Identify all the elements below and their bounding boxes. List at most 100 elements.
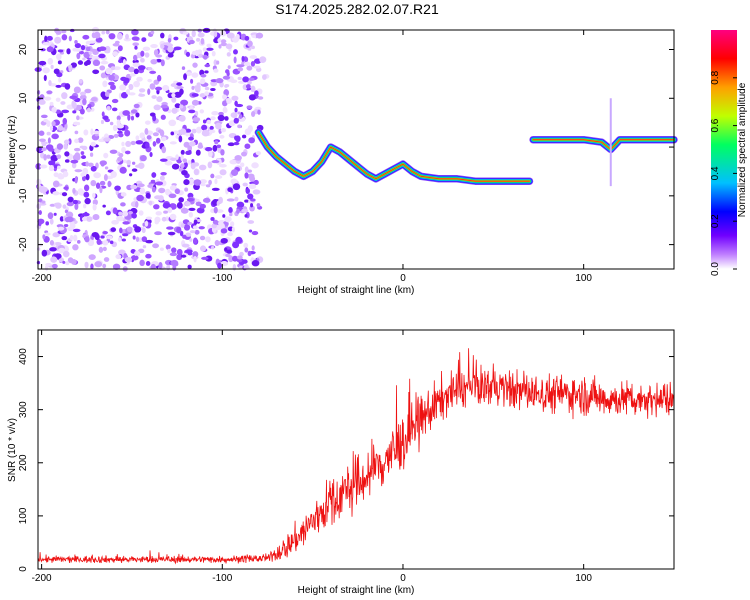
noise-speckle	[171, 247, 177, 253]
noise-speckle	[229, 159, 238, 165]
noise-speckle	[74, 138, 79, 144]
noise-speckle	[211, 159, 220, 164]
noise-speckle	[61, 236, 68, 241]
noise-speckle	[145, 216, 153, 220]
noise-speckle	[61, 109, 70, 114]
noise-speckle	[199, 179, 207, 184]
noise-speckle	[140, 50, 145, 57]
noise-speckle	[73, 234, 78, 242]
noise-speckle	[148, 200, 153, 206]
noise-speckle	[162, 202, 171, 209]
noise-speckle	[180, 254, 187, 258]
noise-speckle	[147, 67, 152, 71]
noise-speckle	[132, 62, 141, 68]
noise-speckle	[193, 198, 200, 202]
noise-speckle	[81, 216, 87, 222]
noise-speckle	[101, 30, 106, 35]
noise-speckle	[100, 72, 106, 79]
noise-speckle	[213, 59, 218, 66]
noise-speckle	[42, 42, 51, 46]
noise-speckle	[118, 59, 123, 64]
noise-speckle	[80, 151, 85, 155]
noise-speckle	[80, 44, 86, 51]
noise-speckle	[233, 56, 237, 64]
noise-speckle	[157, 129, 164, 134]
noise-speckle	[112, 263, 121, 270]
noise-speckle	[63, 139, 70, 145]
noise-speckle	[233, 49, 238, 55]
noise-speckle	[43, 118, 49, 123]
noise-speckle	[105, 67, 113, 75]
noise-speckle	[244, 128, 252, 136]
noise-speckle	[127, 113, 131, 121]
noise-speckle	[180, 149, 185, 155]
noise-speckle	[42, 67, 50, 74]
spectrogram-y-axis-title: Frequency (Hz)	[7, 116, 18, 185]
noise-speckle	[70, 258, 77, 265]
noise-speckle	[52, 232, 60, 238]
noise-speckle	[84, 88, 92, 94]
noise-speckle	[141, 37, 147, 42]
noise-speckle	[242, 259, 248, 264]
noise-speckle	[54, 36, 62, 44]
noise-speckle	[94, 261, 103, 268]
noise-speckle	[122, 221, 130, 225]
noise-speckle	[191, 85, 195, 90]
spectrogram-noise-layer	[34, 26, 270, 272]
noise-speckle	[51, 263, 58, 269]
noise-speckle	[156, 74, 162, 82]
noise-speckle	[190, 78, 194, 84]
noise-speckle	[111, 107, 118, 112]
noise-speckle	[234, 135, 239, 141]
noise-speckle	[87, 103, 92, 108]
noise-speckle	[122, 210, 129, 217]
noise-speckle	[53, 68, 60, 75]
noise-speckle	[49, 125, 54, 132]
noise-speckle	[210, 173, 215, 179]
noise-speckle	[182, 234, 187, 239]
noise-speckle	[90, 97, 98, 102]
noise-speckle	[207, 161, 213, 169]
noise-speckle	[246, 65, 253, 71]
noise-speckle	[169, 141, 177, 145]
noise-speckle	[201, 129, 210, 137]
noise-speckle	[248, 77, 255, 81]
noise-speckle	[184, 201, 191, 207]
noise-speckle	[52, 126, 58, 131]
noise-speckle	[233, 141, 240, 146]
noise-speckle	[102, 246, 107, 252]
noise-speckle	[35, 178, 42, 185]
noise-speckle	[181, 243, 190, 248]
noise-speckle	[191, 72, 199, 78]
noise-speckle	[103, 152, 109, 159]
noise-speckle	[131, 36, 140, 41]
noise-speckle	[135, 112, 140, 118]
noise-speckle	[82, 98, 87, 106]
noise-speckle	[111, 219, 119, 225]
noise-speckle	[150, 179, 156, 184]
spectrogram-x-axis-title: Height of straight line (km)	[298, 285, 415, 296]
noise-speckle	[234, 155, 242, 161]
noise-speckle	[205, 147, 213, 152]
noise-speckle	[220, 39, 227, 44]
noise-speckle	[128, 173, 133, 177]
noise-speckle	[199, 245, 207, 252]
noise-speckle	[220, 149, 225, 156]
noise-speckle	[47, 212, 54, 220]
noise-speckle	[125, 88, 130, 95]
noise-speckle	[48, 160, 56, 166]
noise-speckle	[117, 156, 123, 162]
noise-speckle	[201, 256, 209, 260]
noise-speckle	[120, 202, 126, 207]
noise-speckle	[257, 96, 264, 100]
noise-speckle	[204, 70, 209, 74]
noise-speckle	[116, 215, 124, 222]
noise-speckle	[167, 37, 172, 43]
spectrogram-x-ticks: -200 -100 0 100	[32, 30, 592, 284]
noise-speckle	[199, 93, 206, 98]
noise-speckle	[124, 129, 131, 137]
noise-speckle	[130, 115, 135, 121]
noise-speckle	[53, 191, 59, 195]
